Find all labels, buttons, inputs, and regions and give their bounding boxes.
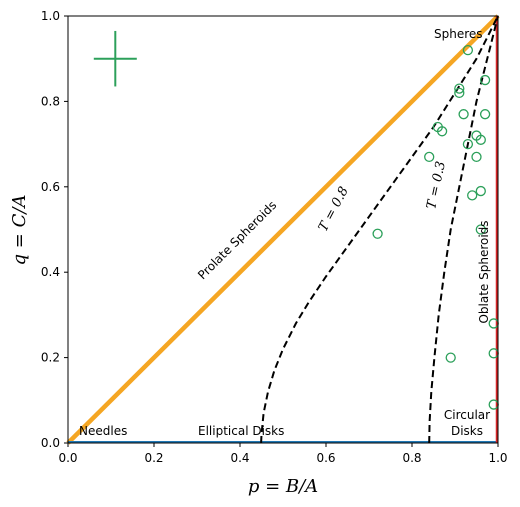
x-tick-label-4: 0.6 [316, 451, 335, 465]
data-point-3 [454, 87, 465, 99]
y-axis-label: q = C/A [9, 195, 30, 266]
data-point-11 [462, 138, 474, 150]
y-tick-label-6: 1.0 [41, 9, 60, 23]
x-tick-label-2: 0.2 [144, 451, 163, 465]
data-point-6 [458, 109, 469, 120]
label-needles: Needles [79, 424, 127, 438]
y-tick-label-1: 0.0 [41, 436, 60, 450]
data-point-12 [424, 151, 435, 163]
y-tick-label-4: 0.6 [41, 180, 60, 194]
data-point-20 [445, 352, 456, 363]
data-point-15 [467, 190, 478, 201]
data-point-17 [475, 224, 486, 235]
y-tick-label-3: 0.4 [41, 265, 60, 279]
contour-line-1 [260, 15, 499, 444]
data-point-16 [372, 228, 383, 239]
y-tick-label-2: 0.2 [41, 351, 60, 365]
label-spheres: Spheres [434, 27, 483, 41]
data-point-5 [479, 109, 491, 120]
x-tick-label-3: 0.4 [230, 451, 249, 465]
data-point-10 [475, 134, 486, 145]
plot-frame [67, 15, 499, 444]
prolate-spheroids-line [66, 14, 500, 445]
data-point-14 [475, 185, 486, 197]
contour-line-2 [428, 15, 499, 444]
x-tick-label-5: 0.8 [402, 451, 421, 465]
y-tick-label-5: 0.8 [41, 94, 60, 108]
x-tick-label-1: 0.0 [58, 451, 77, 465]
x-axis-label: p = B/A [248, 476, 318, 497]
data-point-8 [432, 121, 443, 133]
data-point-1 [462, 45, 474, 56]
x-tick-label-6: 1.0 [488, 451, 507, 465]
label-oblate-spheroids: Oblate Spheroids [477, 220, 491, 323]
data-point-13 [471, 151, 482, 163]
label-elliptical-disks: Elliptical Disks [198, 424, 284, 438]
data-point-4 [454, 83, 465, 94]
label-disks: Disks [451, 424, 483, 438]
data-point-2 [479, 74, 491, 86]
label-circular: Circular [444, 408, 490, 422]
